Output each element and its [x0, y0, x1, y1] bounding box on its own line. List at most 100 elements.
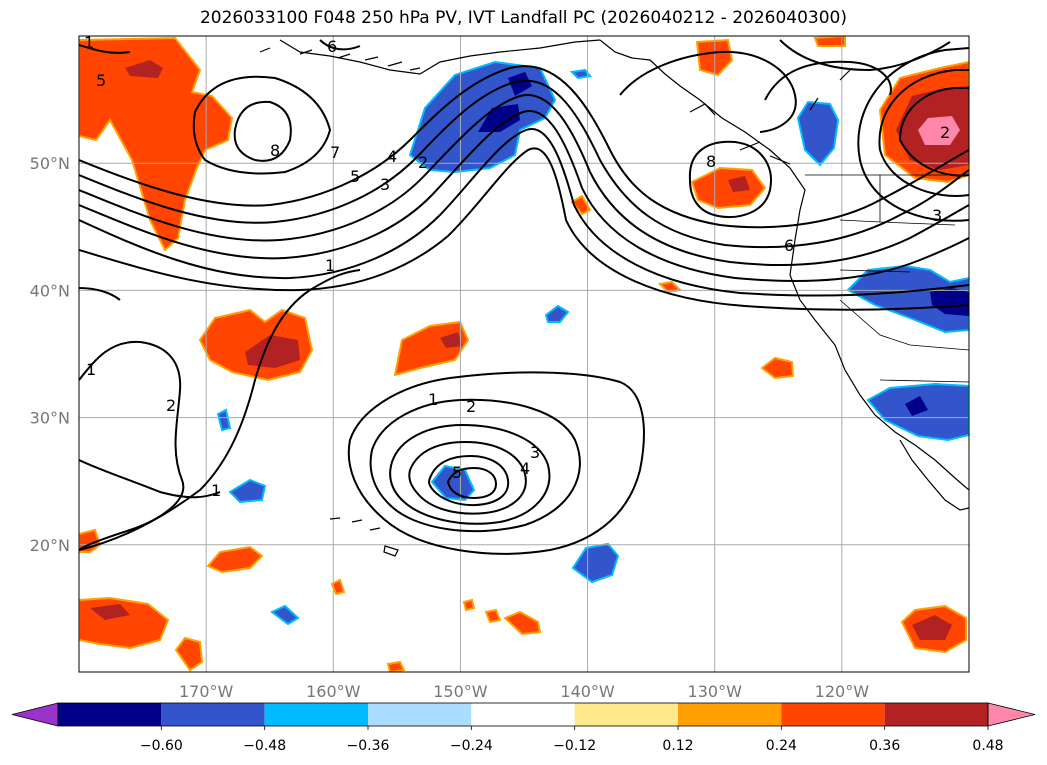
pv-positive-anomaly	[174, 636, 204, 672]
colorbar-tick-label: −0.60	[140, 738, 183, 754]
baja-coastline	[899, 439, 969, 511]
contour-line	[446, 466, 498, 500]
contour-label: 2	[418, 153, 428, 172]
contour-label: 8	[706, 152, 716, 171]
pv-shading	[79, 36, 969, 672]
pv-positive-anomaly	[484, 608, 502, 624]
latitude-labels: 50°N 40°N 30°N 20°N	[30, 154, 70, 555]
contour-line	[79, 459, 221, 499]
pv-strong-negative	[508, 72, 532, 96]
map-title: 2026033100 F048 250 hPa PV, IVT Landfall…	[199, 8, 847, 28]
contour-line	[79, 147, 969, 311]
colorbar-segment	[368, 703, 472, 726]
pv-strong-anomaly	[912, 615, 952, 640]
pv-positive-anomaly	[79, 36, 234, 252]
contour-label: 5	[452, 463, 462, 482]
borders	[805, 174, 969, 383]
contour-line	[764, 60, 892, 101]
pv-positive-anomaly	[503, 610, 542, 636]
pv-negative-anomaly	[796, 100, 840, 167]
contour-line	[79, 340, 185, 551]
contour-line	[619, 50, 797, 133]
contour-line	[79, 39, 361, 54]
colorbar-tick-label: 0.48	[972, 738, 1003, 754]
pv-positive-anomaly	[760, 356, 795, 380]
contour-line	[369, 398, 581, 533]
pv-strong-anomaly	[728, 176, 750, 192]
colorbar-tick-label: 0.12	[662, 738, 693, 754]
longitude-label: 170°W	[179, 682, 234, 701]
latitude-label: 20°N	[30, 536, 70, 555]
pv-positive-anomaly	[206, 545, 264, 574]
pv-negative-anomaly	[228, 478, 267, 504]
longitude-label: 140°W	[560, 682, 615, 701]
contour-label: 2	[940, 123, 950, 142]
contour-label: 3	[530, 443, 540, 462]
contour-line	[79, 287, 121, 301]
colorbar-tick-label: −0.24	[450, 738, 493, 754]
contour-line	[79, 79, 969, 249]
contour-line	[79, 127, 969, 297]
gridlines	[79, 36, 969, 672]
colorbar-tick-label: −0.48	[243, 738, 286, 754]
pv-positive-anomaly	[462, 598, 476, 612]
longitude-label: 130°W	[688, 682, 743, 701]
colorbar-tick-label: −0.12	[553, 738, 596, 754]
pv-strong-anomaly	[125, 60, 163, 78]
contour-label: 6	[784, 236, 794, 255]
contour-line	[79, 65, 969, 229]
colorbar-tick-label: 0.24	[766, 738, 797, 754]
colorbar: −0.60 −0.48 −0.36 −0.24 −0.12 0.12 0.24 0.36 0.4…	[11, 702, 1036, 754]
colorbar-segment	[264, 703, 368, 726]
contour-label: 4	[387, 147, 397, 166]
contour-label: 4	[520, 459, 530, 478]
pv-strong-anomaly	[245, 335, 300, 368]
longitude-labels: 170°W 160°W 150°W 140°W 130°W 120°W	[179, 682, 869, 701]
pv-negative-anomaly	[544, 304, 570, 323]
colorbar-segment	[161, 703, 265, 726]
colorbar-segment	[884, 703, 988, 726]
contour-label: 1	[84, 33, 94, 52]
latitude-label: 50°N	[30, 154, 70, 173]
pv-strong-anomaly	[90, 604, 130, 620]
colorbar-extend-max	[987, 702, 1036, 727]
contour-line	[79, 109, 969, 282]
contour-line	[857, 47, 969, 222]
colorbar-segment	[574, 703, 678, 726]
contour-line	[878, 69, 969, 197]
contour-line	[428, 454, 510, 507]
contour-line	[192, 75, 332, 175]
longitude-label: 120°W	[815, 682, 870, 701]
colorbar-segment	[58, 703, 162, 726]
contour-label: 1	[211, 481, 221, 500]
colorbar-extend-min	[11, 702, 59, 727]
pv-strong-negative	[930, 288, 969, 316]
contour-line	[408, 440, 527, 515]
contour-label: 7	[330, 143, 340, 162]
contour-label: 2	[466, 397, 476, 416]
colorbar-frame	[57, 702, 989, 727]
latitude-label: 30°N	[30, 409, 70, 428]
colorbar-tick-label: −0.36	[347, 738, 390, 754]
aleutian-islands	[259, 47, 421, 71]
pv-positive-anomaly	[570, 194, 592, 216]
contour-line	[899, 86, 969, 177]
contour-label: 1	[428, 390, 438, 409]
colorbar-segment	[678, 703, 782, 726]
map-frame	[78, 35, 970, 673]
contour-line	[79, 93, 969, 266]
pv-negative-anomaly	[216, 408, 232, 432]
pv-negative-anomaly	[846, 264, 969, 334]
pv-negative-anomaly	[571, 542, 620, 584]
pv-positive-anomaly	[813, 36, 846, 47]
contour-label-group: 6 5 8 7 5 4 3 2 1 8 6 3 2 1 2 1 2 3 4 5 …	[84, 33, 950, 500]
contour-label: 3	[380, 175, 390, 194]
longitude-label: 160°W	[306, 682, 361, 701]
ivt-contours	[79, 39, 969, 555]
pv-negative-anomaly	[430, 464, 476, 502]
pv-negative-anomaly	[569, 68, 592, 80]
contour-label: 8	[270, 141, 280, 160]
pv-positive-anomaly	[690, 166, 767, 210]
hawaii-islands	[329, 517, 399, 557]
